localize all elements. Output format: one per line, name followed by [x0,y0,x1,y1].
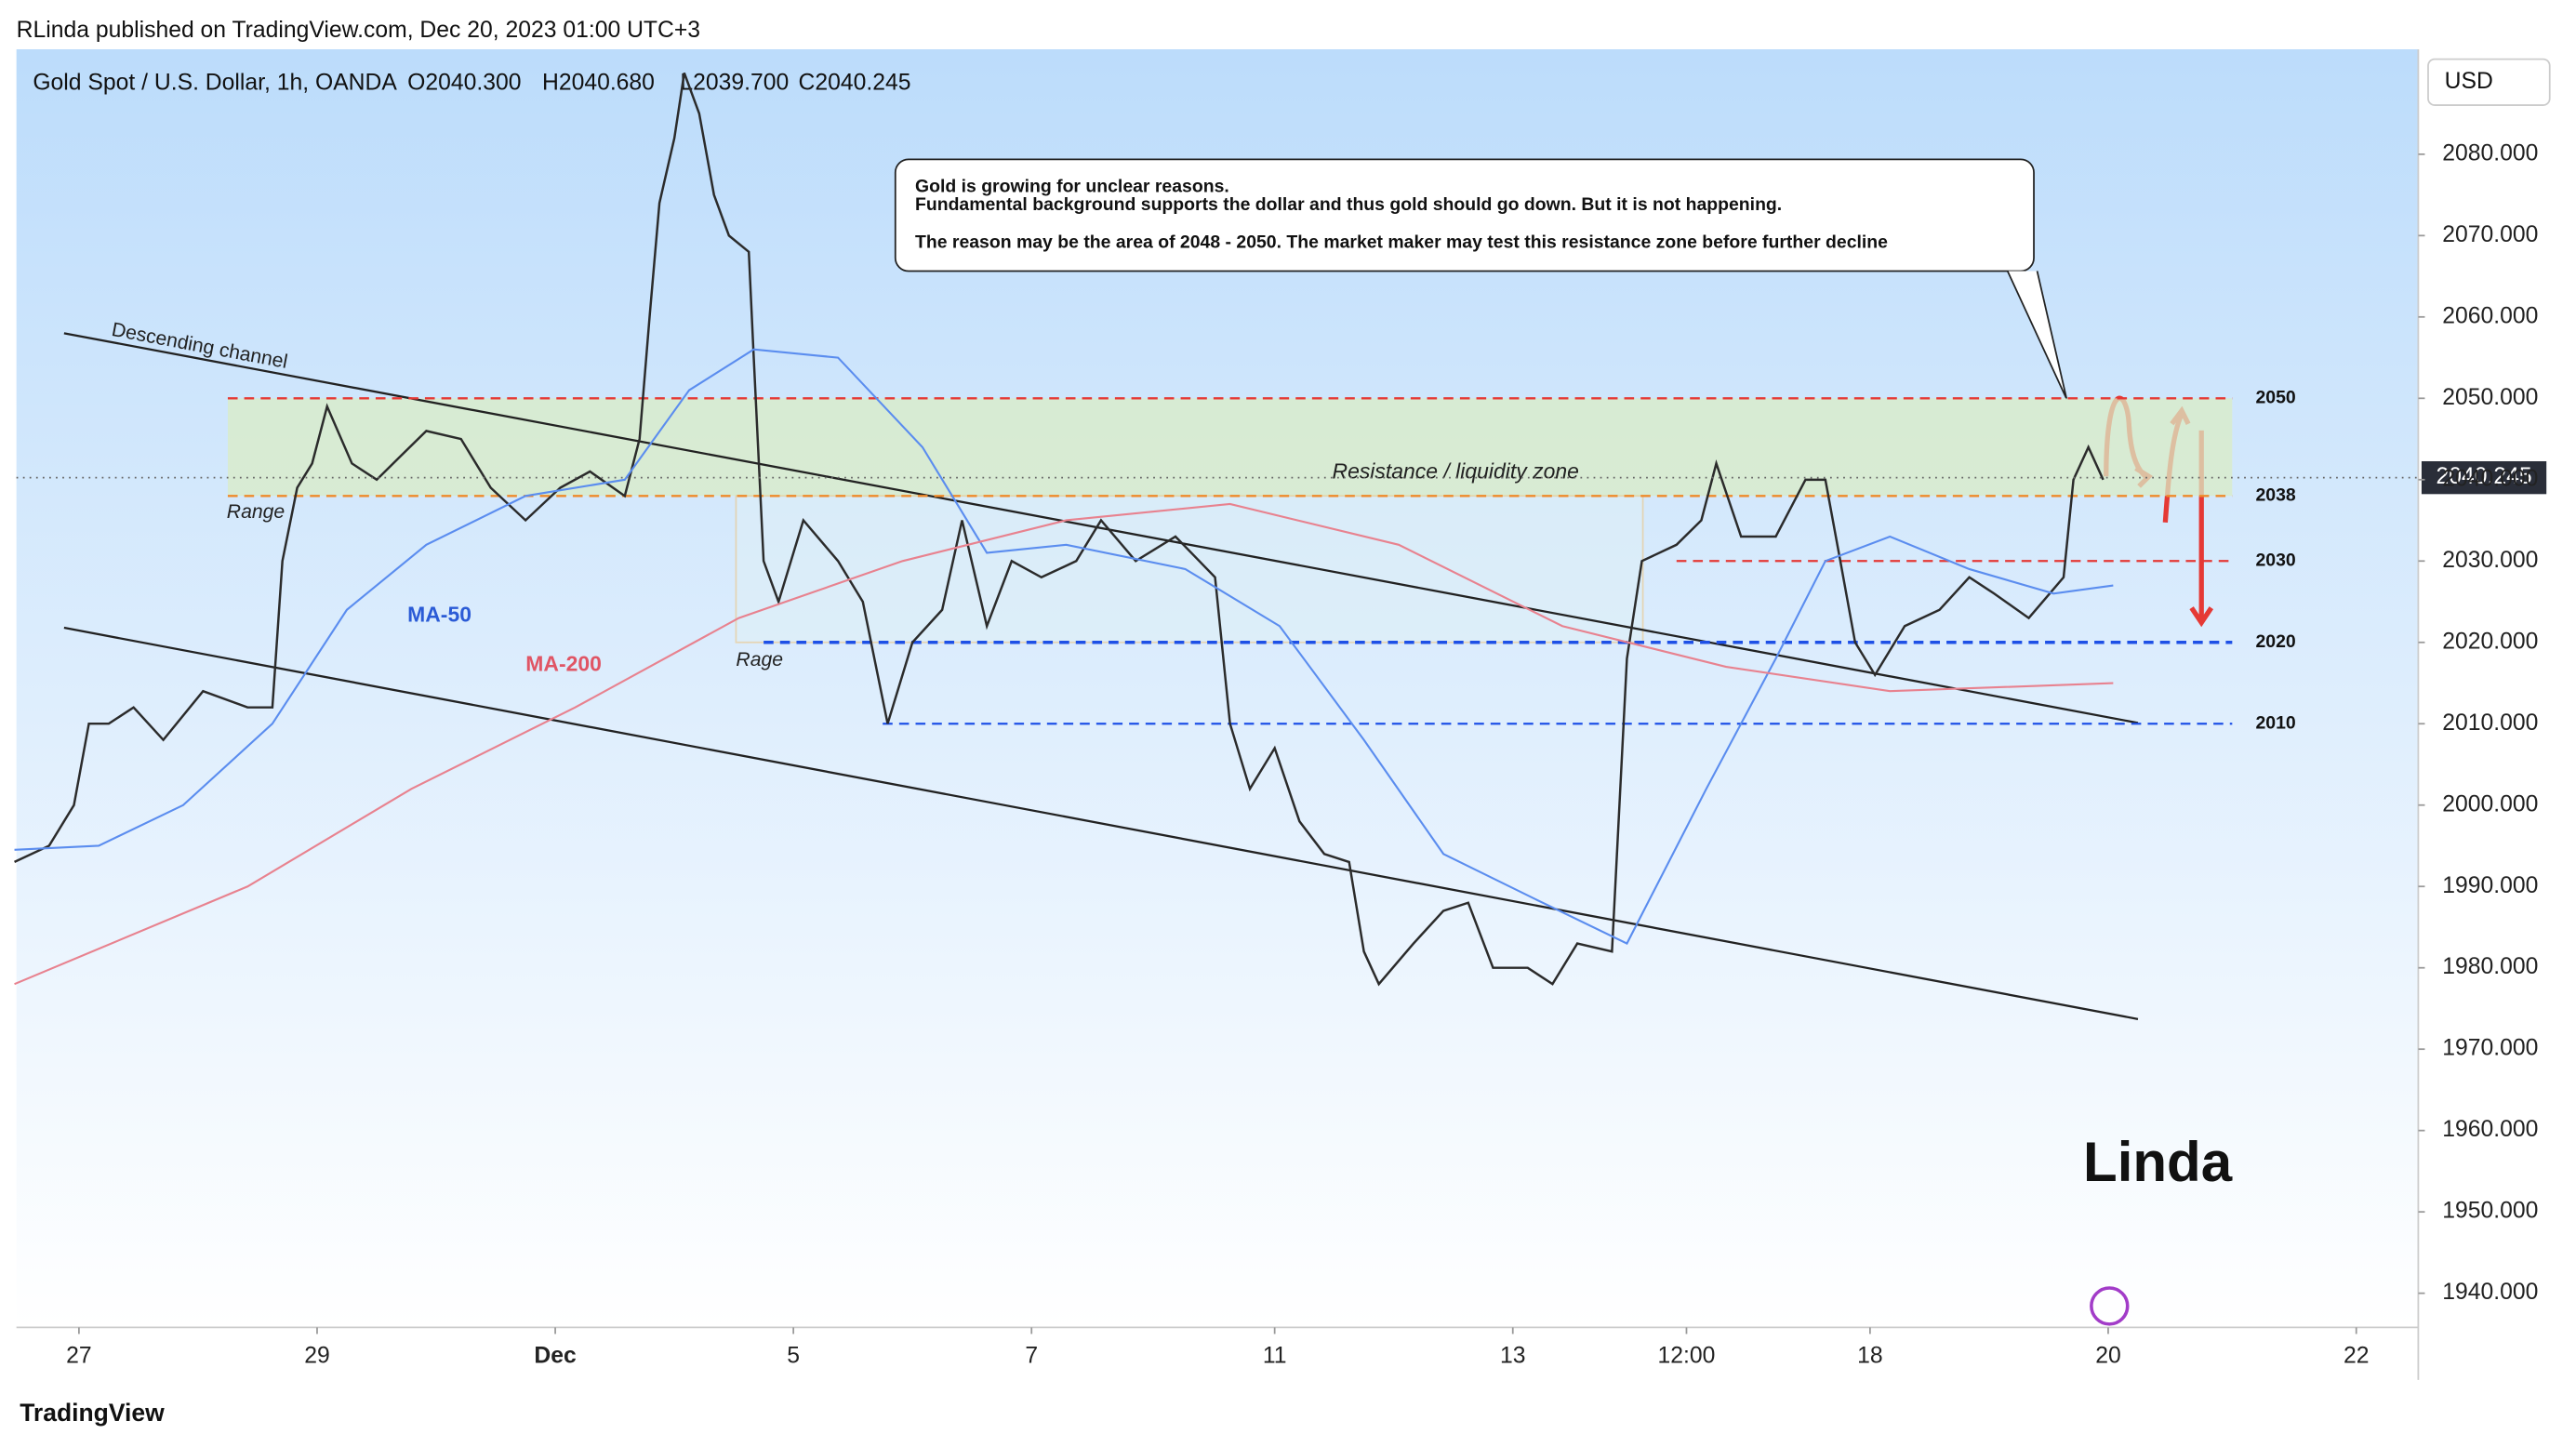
level-label: 2030 [2256,550,2296,570]
ohlc: L2039.700 [680,71,789,96]
ohlc: H2040.680 [542,71,655,96]
symbol: Gold Spot / U.S. Dollar, 1h, OANDA [33,71,397,96]
footer: TradingView [20,1399,165,1427]
level-label: 2020 [2256,631,2296,652]
y-tick-label: 2040.000 [2442,466,2538,491]
y-tick-label: 2070.000 [2442,222,2538,247]
currency-btn[interactable] [2427,58,2551,106]
range-label: Rage [736,649,783,670]
ma-line [14,502,2114,986]
y-tick-label: 2000.000 [2442,791,2538,816]
y-tick-label: 2080.000 [2442,140,2538,166]
zone [227,398,2233,497]
ma-label: MA-50 [407,603,471,627]
price-line [14,73,2105,987]
y-tick-label: 1970.000 [2442,1036,2538,1061]
range-box [735,495,1644,644]
x-tick-label: 18 [1857,1344,1883,1369]
zone-label: Resistance / liquidity zone [1333,459,1579,484]
ohlc: C2040.245 [799,71,911,96]
y-tick-label: 2050.000 [2442,385,2538,410]
ohlc: O2040.300 [407,71,521,96]
logo: Linda [2083,1131,2233,1193]
callout [894,158,2035,272]
level-label: 2010 [2256,712,2296,733]
x-tick-label: 29 [304,1344,330,1369]
ma-label: MA-200 [525,652,602,676]
currency: USD [2445,69,2493,94]
x-tick-label: 13 [1500,1344,1526,1369]
x-tick-label: 12:00 [1658,1344,1716,1369]
x-tick-label: 27 [66,1344,92,1369]
y-tick-label: 2060.000 [2442,303,2538,328]
x-tick-label: 20 [2095,1344,2121,1369]
last-price-tag [2421,460,2547,495]
ma-line [14,348,2114,945]
range-label: Range [227,501,285,523]
y-tick-label: 1960.000 [2442,1117,2538,1142]
y-tick-label: 1990.000 [2442,873,2538,898]
y-tick-label: 1980.000 [2442,954,2538,979]
x-tick-label: 22 [2344,1344,2370,1369]
x-tick-label: 11 [1263,1344,1287,1369]
annotation: Gold is growing for unclear reasons. [915,177,1229,197]
published: RLinda published on TradingView.com, Dec… [17,18,700,43]
icon[interactable] [2090,1286,2130,1326]
annotation: Fundamental background supports the doll… [915,194,1782,215]
axis-bg [2418,48,2576,1380]
logo-text: Linda [2083,1131,2233,1193]
y-tick-label: 2030.000 [2442,548,2538,573]
x-tick-label: Dec [534,1344,577,1369]
y-tick-label: 1950.000 [2442,1199,2538,1224]
last-price: 2040.245 [2437,464,2532,489]
level-label: 2038 [2256,485,2296,505]
x-tick-label: 5 [787,1344,800,1369]
channel-line [63,626,2139,1020]
y-tick-label: 2010.000 [2442,710,2538,736]
y-tick-label: 2020.000 [2442,629,2538,654]
level-label: 2050 [2256,387,2296,407]
annotation: The reason may be the area of 2048 - 205… [915,232,1888,253]
x-tick-label: 7 [1025,1344,1038,1369]
y-tick-label: 1940.000 [2442,1280,2538,1305]
